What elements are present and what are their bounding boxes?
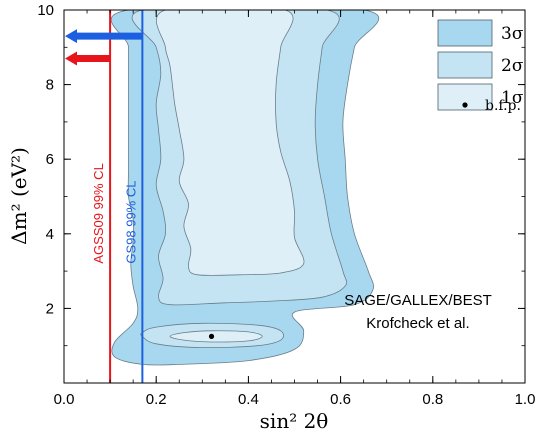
region-1σ	[156, 10, 305, 276]
x-tick-label: 0.2	[146, 391, 167, 408]
limit-label-1: AGSS09 99% CL	[91, 163, 106, 263]
annotation-line-1: SAGE/GALLEX/BEST	[344, 292, 492, 309]
best-fit-point	[208, 333, 215, 339]
annotation-line-2: Krofcheck et al.	[366, 315, 469, 332]
exclusion-limits: AGSS09 99% CL GS98 99% CL	[65, 10, 144, 383]
legend-label-1: 3σ	[501, 24, 524, 44]
legend: 3σ 2σ 1σb.f.p.	[437, 19, 524, 114]
confidence-regions	[110, 10, 380, 366]
y-tick-label: 2	[46, 300, 54, 317]
y-tick-label: 6	[46, 151, 54, 168]
x-tick-label: 1.0	[515, 391, 536, 408]
x-tick-label: 0.0	[54, 391, 75, 408]
limit-arrow-1	[65, 51, 111, 66]
y-axis: 2 4 6 8 10	[37, 2, 525, 384]
legend-swatch-1	[437, 19, 493, 47]
limit-arrow-2	[65, 29, 143, 44]
y-axis-title: Δm² (eV²)	[7, 147, 31, 245]
y-tick-label: 10	[37, 2, 54, 19]
x-tick-label: 0.6	[330, 391, 351, 408]
x-tick-label: 0.4	[238, 391, 259, 408]
legend-label-bfp: b.f.p.	[485, 98, 521, 114]
legend-label-3: 1σ	[501, 88, 524, 108]
best-fit-marker	[208, 333, 215, 339]
x-axis-title: sin² 2θ	[260, 409, 329, 433]
legend-swatch-2	[437, 51, 493, 79]
x-tick-label: 0.8	[422, 391, 443, 408]
y-tick-label: 8	[46, 77, 54, 94]
limit-label-2: GS98 99% CL	[123, 181, 138, 264]
x-axis: 0.0 0.2 0.4 0.6 0.8 1.0	[54, 10, 536, 408]
legend-bfp-marker	[462, 102, 468, 108]
region-1σ-island	[169, 330, 263, 343]
y-tick-label: 4	[46, 226, 54, 243]
legend-label-2: 2σ	[501, 56, 524, 76]
